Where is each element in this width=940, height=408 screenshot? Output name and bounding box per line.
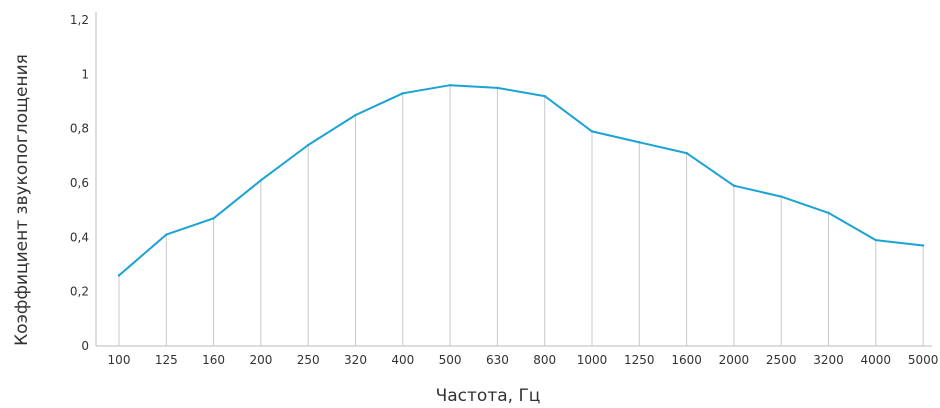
x-tick-label: 125	[155, 353, 178, 367]
x-tick-label: 200	[249, 353, 272, 367]
x-tick-label: 3200	[813, 353, 844, 367]
y-tick-label: 0,8	[70, 122, 89, 136]
y-axis: 0 0,2 0,4 0,6 0,8 1 1,2	[70, 12, 97, 353]
y-tick-label: 1,2	[70, 13, 89, 27]
x-tick-label: 160	[202, 353, 225, 367]
data-point	[259, 179, 263, 182]
data-point	[685, 151, 688, 155]
x-tick-label: 4000	[861, 353, 892, 367]
y-tick-label: 0	[81, 339, 89, 353]
data-point	[401, 92, 404, 95]
series-line-group	[117, 84, 925, 277]
data-point	[448, 84, 452, 87]
data-point	[496, 86, 499, 90]
data-point	[165, 233, 168, 236]
x-tick-label: 1000	[577, 353, 608, 367]
x-tick-label: 5000	[908, 353, 939, 367]
x-tick-label: 630	[486, 353, 509, 367]
x-tick-label: 2000	[719, 353, 750, 367]
x-tick-label: 250	[297, 353, 320, 367]
y-tick-label: 1	[81, 67, 89, 81]
x-tick-label: 500	[439, 353, 462, 367]
data-point	[590, 130, 594, 133]
data-point	[921, 244, 925, 247]
x-axis-title: Частота, Гц	[436, 386, 541, 406]
data-point	[307, 143, 310, 147]
x-axis: 100 125 160 200 250 320 400 500 630 800 1000 1250 16…	[96, 345, 939, 367]
data-point	[638, 141, 641, 144]
data-point	[874, 238, 877, 242]
data-point	[354, 113, 357, 117]
y-tick-label: 0,4	[70, 230, 89, 244]
y-tick-label: 0,6	[70, 176, 89, 190]
data-point	[780, 195, 783, 198]
x-tick-label: 1600	[671, 353, 702, 367]
x-tick-label: 800	[533, 353, 556, 367]
x-tick-label: 320	[344, 353, 367, 367]
data-point	[212, 217, 215, 220]
drop-lines	[118, 85, 924, 346]
series-line	[118, 84, 925, 277]
y-tick-label: 0,2	[70, 285, 89, 299]
y-axis-title: Коэффициент звукопоглощения	[12, 54, 32, 346]
x-tick-label: 1250	[624, 353, 655, 367]
data-point	[827, 211, 830, 215]
x-tick-label: 100	[108, 353, 131, 367]
x-tick-label: 2500	[766, 353, 797, 367]
data-point	[732, 184, 736, 187]
data-point	[543, 94, 546, 98]
data-point	[117, 274, 121, 277]
x-tick-label: 400	[391, 353, 414, 367]
